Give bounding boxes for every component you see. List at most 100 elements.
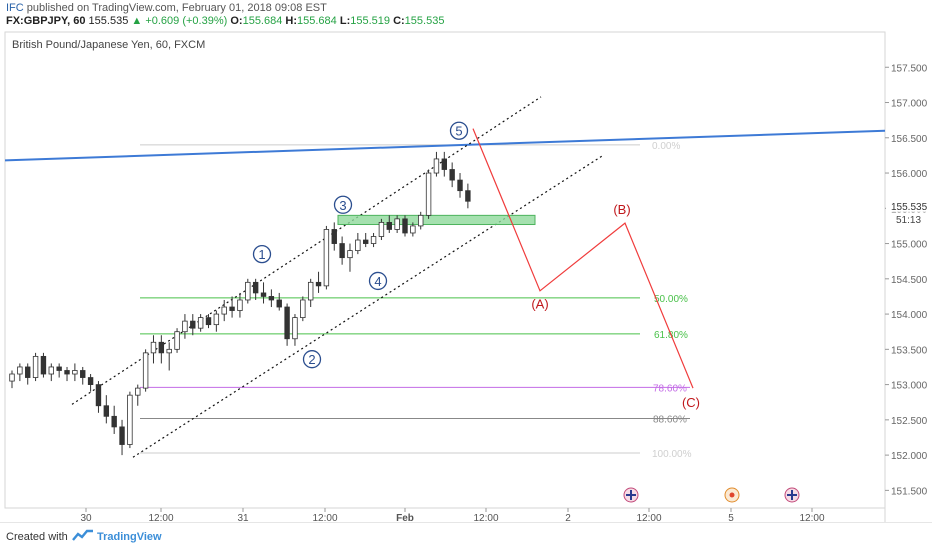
created-with-text: Created with	[6, 531, 68, 543]
low-value: 155.519	[350, 15, 390, 27]
candle-body	[268, 296, 275, 301]
candle-body	[197, 317, 204, 329]
candle-body	[190, 320, 196, 329]
x-tick-label: 12:00	[799, 513, 824, 522]
candle-body	[25, 366, 31, 378]
wave-label-circle	[333, 195, 353, 214]
footer: Created with TradingView	[0, 522, 932, 551]
support-zone[interactable]	[337, 214, 536, 226]
y-tick-label: 153.000	[891, 381, 928, 392]
candle-body	[135, 387, 141, 396]
last-price: 155.535	[88, 15, 129, 27]
candle-body	[394, 218, 400, 230]
y-tick-label: 152.000	[891, 451, 928, 462]
wave-label: 2	[308, 352, 315, 367]
candle-body	[441, 158, 447, 170]
wave-label-circle	[252, 244, 272, 264]
candle-body	[347, 250, 353, 259]
uk-flag-event-icon[interactable]	[623, 487, 639, 503]
resistance-trendline[interactable]	[4, 129, 886, 162]
candle-body	[150, 341, 157, 354]
candle-body	[276, 299, 282, 308]
x-tick-label: 31	[237, 513, 249, 522]
candle-body	[386, 221, 392, 230]
price-chart[interactable]: British Pound/Japanese Yen, 60, FXCM 0.0…	[0, 28, 932, 522]
uk-flag-event-icon[interactable]	[784, 487, 800, 503]
high-value: 155.684	[297, 15, 337, 27]
fib-level-label: 0.00%	[652, 141, 680, 152]
candle-body	[182, 320, 188, 333]
candle-body	[237, 299, 243, 311]
y-tick-label: 153.500	[891, 345, 928, 356]
candle-body	[9, 373, 15, 382]
candle-body	[95, 384, 102, 407]
x-tick-label: Feb	[396, 513, 414, 522]
candle-body	[40, 355, 47, 375]
candle-body	[370, 236, 377, 244]
candle-body	[229, 306, 235, 311]
candle-body	[213, 313, 220, 326]
candle-body	[56, 366, 62, 371]
candle-body	[111, 415, 117, 428]
x-tick-label: 12:00	[636, 513, 661, 522]
abc-wave-label: (B)	[613, 202, 630, 217]
candle-body	[80, 370, 86, 378]
candle-body	[465, 190, 471, 202]
x-tick-label: 12:00	[148, 513, 173, 522]
wave-label: 5	[455, 124, 462, 139]
tradingview-logo-icon[interactable]	[72, 528, 94, 544]
open-value: 155.684	[242, 15, 283, 27]
x-tick-label: 30	[80, 513, 92, 522]
candle-body	[166, 348, 172, 354]
candle-body	[87, 377, 94, 385]
bar-countdown: 51:13	[896, 215, 921, 226]
close-value: 155.535	[404, 15, 445, 27]
channel-lower-line[interactable]	[132, 154, 604, 458]
candle-body	[433, 158, 440, 174]
y-tick-label: 154.500	[891, 275, 928, 286]
candle-body	[339, 243, 345, 259]
fib-level-label: 50.00%	[654, 294, 688, 305]
fib-level-label: 78.60%	[653, 383, 687, 394]
candle-body	[449, 169, 455, 181]
x-tick-label: 5	[728, 513, 734, 522]
low-label: L:	[339, 15, 351, 27]
candle-body	[315, 281, 322, 287]
symbol-label: FX:GBPJPY, 60	[6, 15, 86, 27]
tradingview-brand[interactable]: TradingView	[97, 531, 162, 543]
wave-label-circle	[302, 350, 322, 369]
chart-title: British Pound/Japanese Yen, 60, FXCM	[12, 39, 205, 51]
y-tick-label: 156.000	[891, 169, 928, 180]
wave-label-circle	[368, 271, 388, 291]
event-dot	[729, 492, 735, 498]
candle-body	[307, 281, 314, 301]
channel-upper-line[interactable]	[71, 96, 542, 405]
publish-info: IFC published on TradingView.com, Februa…	[6, 2, 327, 14]
candle-body	[331, 229, 337, 244]
wave-label: 3	[339, 198, 346, 213]
candle-body	[402, 218, 408, 234]
y-tick-label: 157.000	[891, 99, 928, 110]
fib-level-label: 100.00%	[652, 449, 692, 460]
publish-text: published on TradingView.com, February 0…	[26, 2, 327, 14]
x-tick-label: 12:00	[312, 513, 337, 522]
economic-event-icon[interactable]	[724, 487, 740, 503]
y-tick-label: 155.000	[891, 240, 928, 251]
candle-body	[292, 317, 298, 340]
candle-body	[32, 355, 39, 378]
chart-pane	[4, 31, 886, 509]
close-label: C:	[393, 15, 405, 27]
candle-body	[300, 299, 306, 318]
candle-body	[378, 221, 385, 237]
candle-body	[72, 370, 78, 375]
high-label: H:	[285, 15, 298, 27]
candle-body	[323, 229, 330, 287]
up-arrow-icon: ▲	[131, 15, 143, 27]
abc-projection-path[interactable]	[472, 128, 694, 389]
abc-wave-label: (A)	[531, 296, 548, 311]
wave-label: 4	[374, 274, 381, 289]
y-tick-label: 151.500	[891, 486, 928, 497]
candle-body	[245, 281, 251, 301]
publisher-name[interactable]: IFC	[6, 2, 24, 14]
candle-body	[48, 366, 54, 375]
